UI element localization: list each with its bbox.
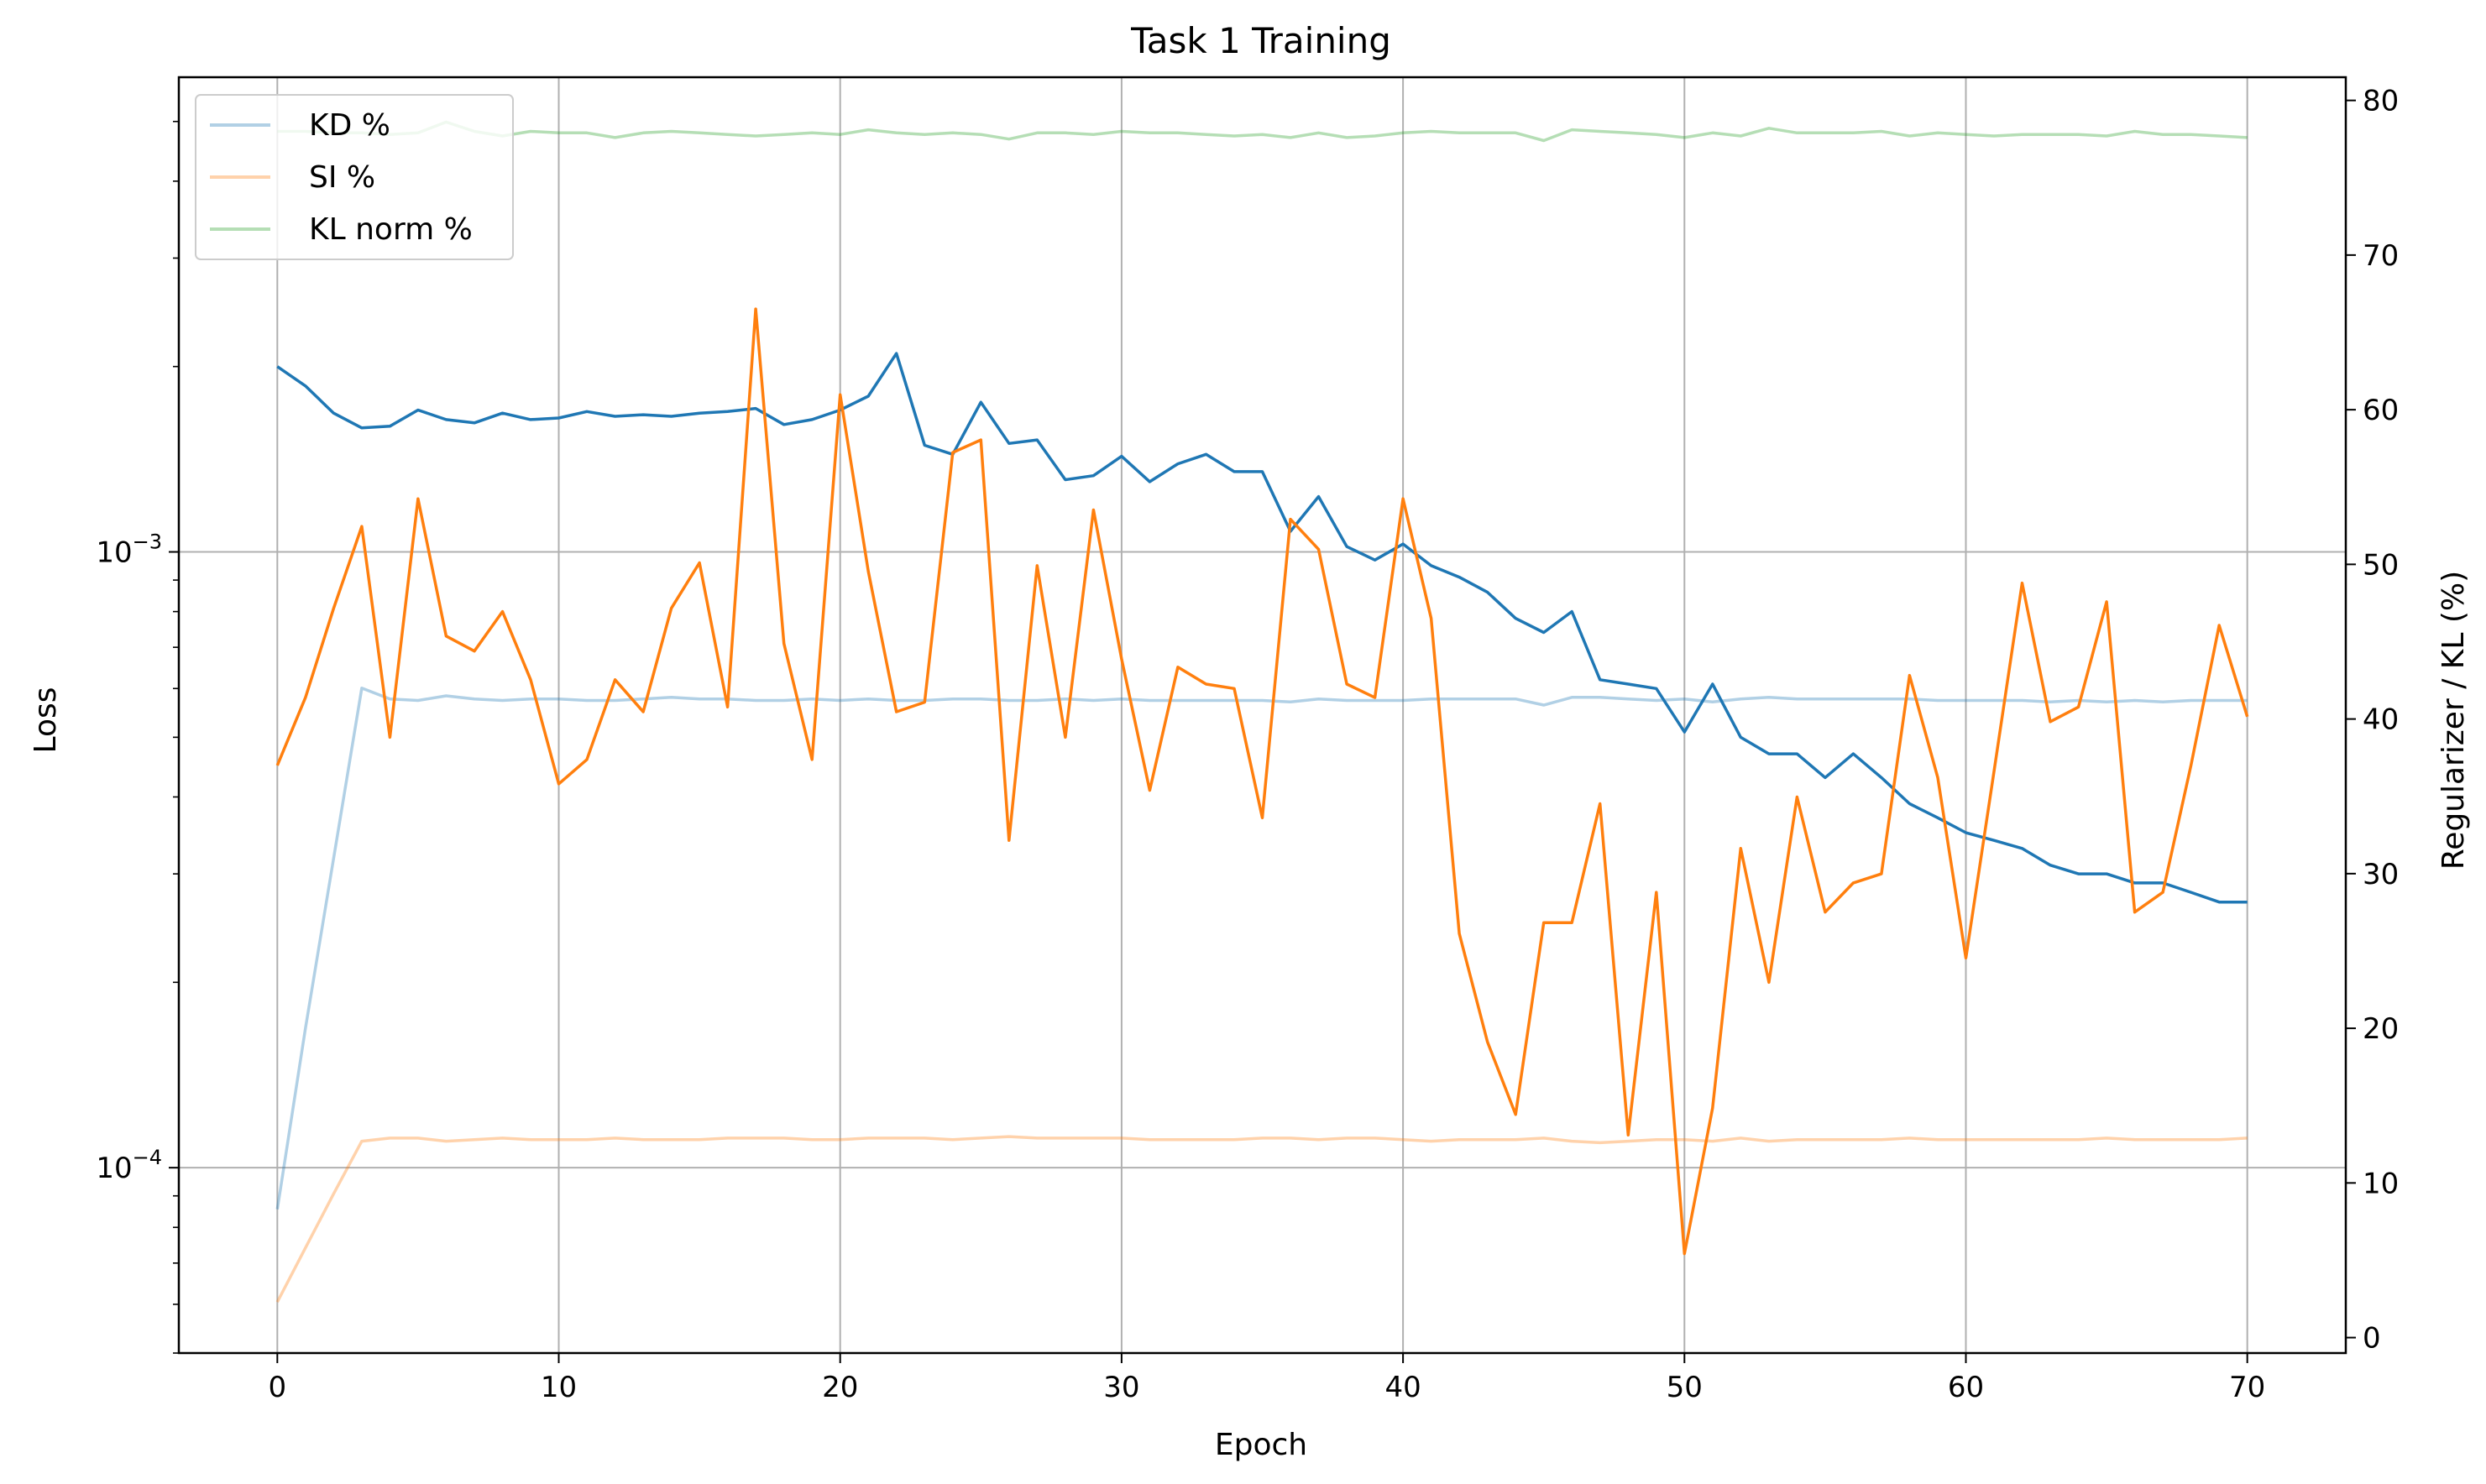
- series-loss-3-line: [276, 352, 2248, 904]
- y-left-tick-label: 10−3: [96, 530, 162, 570]
- y-left-tick-label: 10−4: [96, 1146, 162, 1185]
- y-right-tick-label: 40: [2363, 703, 2399, 737]
- plot-frame: [177, 76, 2347, 1355]
- x-tick-label: 0: [268, 1371, 286, 1404]
- y-left-axis-label: Loss: [29, 687, 63, 754]
- ticks: 0 10 20 30 40 50 60 70 10−4 10−3 0 10 20 30 40 50 60 70 80: [96, 85, 2399, 1404]
- y-right-tick-label: 70: [2363, 239, 2399, 273]
- legend-label: KL norm %: [309, 212, 473, 247]
- y-right-tick-label: 0: [2363, 1322, 2381, 1356]
- x-tick-label: 20: [822, 1371, 858, 1404]
- grid: [179, 77, 2346, 1353]
- y-right-tick-label: 20: [2363, 1012, 2399, 1046]
- y-right-tick-label: 80: [2363, 85, 2399, 118]
- x-tick-label: 70: [2229, 1371, 2265, 1404]
- series-kd-line: [275, 687, 2248, 1210]
- x-axis-label: Epoch: [1215, 1428, 1307, 1462]
- plot-lines: [275, 120, 2249, 1304]
- x-tick-label: 60: [1948, 1371, 1984, 1404]
- series-kl-norm-line: [277, 120, 2248, 143]
- chart-title: Task 1 Training: [1130, 20, 1391, 61]
- y-right-tick-label: 60: [2363, 394, 2399, 427]
- y-right-axis-label: Regularizer / KL (%): [2436, 571, 2471, 870]
- y-right-tick-label: 50: [2363, 548, 2399, 582]
- legend-label: KD %: [309, 108, 390, 143]
- legend-box: [195, 94, 514, 260]
- x-tick-label: 40: [1384, 1371, 1421, 1404]
- x-tick-label: 10: [541, 1371, 577, 1404]
- series-si-line: [275, 1135, 2248, 1304]
- y-right-tick-label: 10: [2363, 1167, 2399, 1200]
- legend-label: SI %: [309, 160, 375, 195]
- series-loss-4-line: [275, 307, 2249, 1256]
- x-tick-label: 30: [1103, 1371, 1139, 1404]
- y-right-tick-label: 30: [2363, 858, 2399, 891]
- legend: KD % SI % KL norm %: [195, 94, 514, 260]
- x-tick-label: 50: [1667, 1371, 1703, 1404]
